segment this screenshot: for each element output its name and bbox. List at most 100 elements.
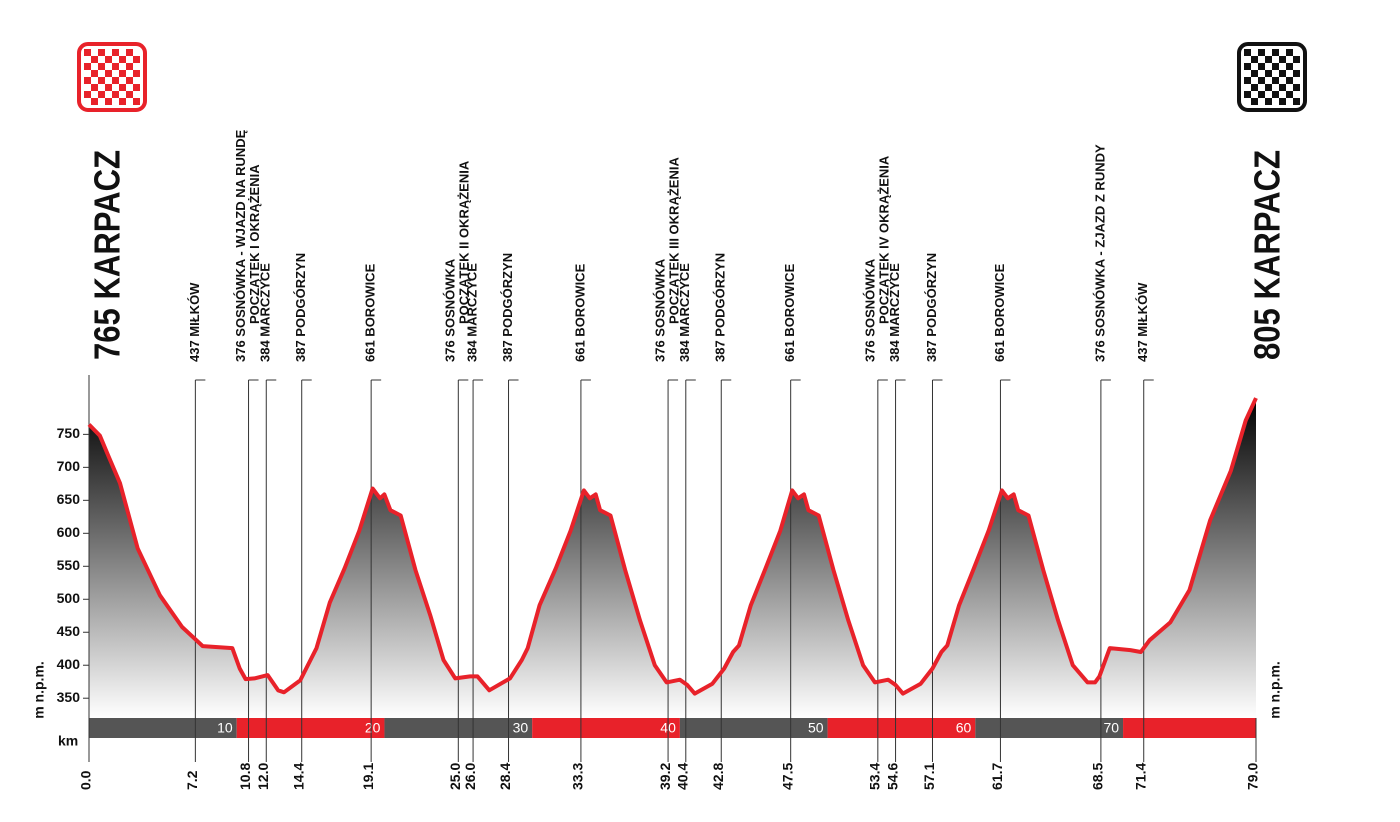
flag-square: [112, 91, 119, 98]
y-tick-label: 450: [57, 623, 81, 639]
km-mark-label: 70: [1103, 720, 1119, 736]
flag-square: [105, 70, 112, 77]
flag-square: [1265, 98, 1272, 105]
flag-square: [1293, 84, 1300, 91]
km-segment: [89, 718, 237, 738]
flag-square: [126, 91, 133, 98]
flag-square: [1279, 56, 1286, 63]
waypoint-name: 387 PODGÓRZYN: [924, 253, 939, 362]
x-tick-label: 7.2: [184, 770, 200, 790]
flag-square: [1272, 63, 1279, 70]
x-tick-label: 79.0: [1245, 763, 1261, 790]
flag-square: [91, 70, 98, 77]
flag-square: [1244, 91, 1251, 98]
flag-square: [1286, 91, 1293, 98]
flag-square: [133, 56, 140, 63]
flag-square: [84, 49, 91, 56]
y-tick-label: 350: [57, 689, 81, 705]
y-tick-label: 600: [57, 524, 81, 540]
km-mark-label: 60: [956, 720, 972, 736]
waypoint-name: 661 BOROWICE: [992, 263, 1007, 362]
flag-square: [133, 98, 140, 105]
km-mark-label: 10: [217, 720, 233, 736]
y-tick-label: 500: [57, 590, 81, 606]
area-fill: [89, 398, 1256, 718]
x-tick-label: 25.0: [447, 763, 463, 790]
flag-square: [105, 84, 112, 91]
flag-square: [105, 56, 112, 63]
y-unit-right: m n.p.m.: [1267, 661, 1283, 719]
flag-square: [119, 70, 126, 77]
flag-square: [119, 98, 126, 105]
y-tick-label: 700: [57, 458, 81, 474]
waypoint-name: POCZĄTEK IV OKRĄŻENIA: [876, 155, 891, 324]
waypoint-name: 387 PODGÓRZYN: [293, 253, 308, 362]
x-tick-label: 40.4: [674, 763, 690, 790]
x-unit: km: [58, 733, 78, 749]
waypoint-name: 384 MARCZYCE: [887, 263, 902, 362]
flag-square: [119, 84, 126, 91]
flag-square: [98, 63, 105, 70]
profile-line: [87, 397, 1258, 696]
flag-square: [98, 49, 105, 56]
flag-square: [1286, 63, 1293, 70]
x-tick-label: 53.4: [867, 763, 883, 790]
waypoint-name: 387 PODGÓRZYN: [500, 253, 515, 362]
km-segment: [1123, 718, 1256, 738]
x-tick-label: 28.4: [497, 763, 513, 790]
x-tick-label: 26.0: [462, 763, 478, 790]
waypoint-name: 661 BOROWICE: [363, 263, 378, 362]
km-segment: [975, 718, 1124, 738]
flags: [77, 42, 1307, 112]
flag-square: [1293, 98, 1300, 105]
flag-square: [1272, 91, 1279, 98]
flag-square: [126, 49, 133, 56]
waypoint-name: 376 SOSNÓWKA: [653, 258, 668, 362]
flag-square: [1265, 70, 1272, 77]
flag-square: [91, 98, 98, 105]
flag-square: [84, 77, 91, 84]
waypoint-name: 376 SOSNÓWKA - ZJAZD Z RUNDY: [1092, 144, 1107, 362]
waypoint-name: 437 MIŁKÓW: [187, 282, 202, 362]
waypoint-name: 384 MARCZYCE: [258, 263, 273, 362]
y-unit: m n.p.m.: [31, 661, 47, 719]
waypoint-name: 376 SOSNÓWKA: [443, 258, 458, 362]
km-mark-label: 20: [365, 720, 381, 736]
flag-square: [1286, 77, 1293, 84]
flag-square: [133, 70, 140, 77]
x-tick-label: 10.8: [237, 763, 253, 790]
x-tick-label: 54.6: [884, 763, 900, 790]
flag-square: [1244, 77, 1251, 84]
km-mark-label: 50: [808, 720, 824, 736]
km-segment: [679, 718, 828, 738]
flag-square: [1279, 98, 1286, 105]
flag-square: [126, 77, 133, 84]
flag-square: [1244, 49, 1251, 56]
x-tick-label: 47.5: [779, 763, 795, 790]
flag-square: [91, 84, 98, 91]
x-tick-label: 0.0: [78, 770, 94, 790]
x-tick-label: 19.1: [360, 763, 376, 790]
waypoint-name: 661 BOROWICE: [572, 263, 587, 362]
km-segment: [532, 718, 680, 738]
y-tick-label: 650: [57, 491, 81, 507]
flag-square: [1258, 49, 1265, 56]
flag-square: [112, 49, 119, 56]
waypoint-name: 661 BOROWICE: [782, 263, 797, 362]
flag-square: [1265, 84, 1272, 91]
km-segment: [827, 718, 976, 738]
flag-square: [1251, 98, 1258, 105]
flag-square: [1251, 56, 1258, 63]
flag-square: [105, 98, 112, 105]
flag-square: [1258, 91, 1265, 98]
waypoint-name: POCZĄTEK III OKRĄŻENIA: [667, 157, 682, 324]
flag-square: [1286, 49, 1293, 56]
x-tick-label: 14.4: [290, 763, 306, 790]
flag-square: [1265, 56, 1272, 63]
waypoint-name: POCZĄTEK I OKRĄŻENIA: [247, 164, 262, 324]
waypoint-name: 384 MARCZYCE: [677, 263, 692, 362]
x-tick-label: 39.2: [657, 763, 673, 790]
flag-square: [1258, 77, 1265, 84]
x-tick-label: 42.8: [710, 763, 726, 790]
